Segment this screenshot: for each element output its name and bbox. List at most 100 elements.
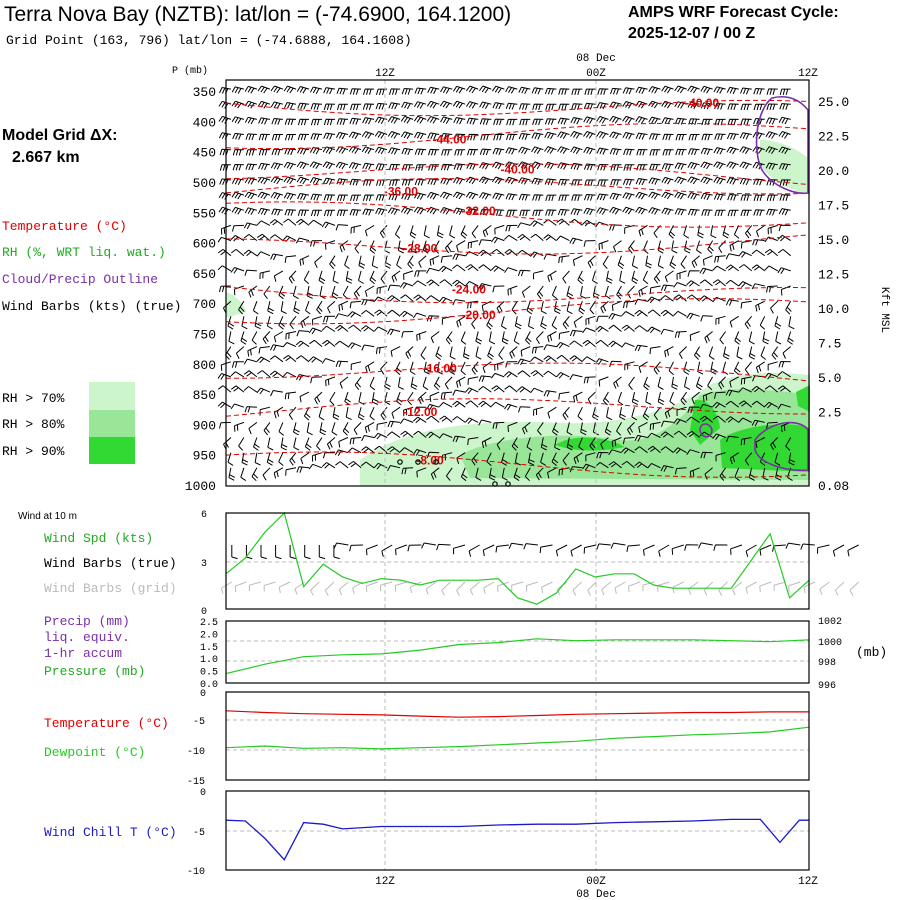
profile-wind-barb bbox=[727, 209, 739, 217]
profile-wind-barb bbox=[537, 422, 544, 436]
profile-wind-barb bbox=[725, 279, 739, 287]
profile-wind-barb bbox=[519, 118, 531, 126]
grid-wind-barb bbox=[788, 581, 801, 592]
profile-wind-barb bbox=[400, 115, 414, 124]
profile-wind-barb bbox=[627, 285, 635, 299]
profile-wind-barb bbox=[674, 191, 687, 200]
profile-wind-barb bbox=[456, 376, 466, 388]
profile-wind-barb bbox=[543, 344, 557, 351]
profile-wind-barb bbox=[514, 316, 522, 330]
height-tick-label: 20.0 bbox=[818, 164, 849, 179]
profile-wind-barb bbox=[440, 86, 453, 94]
profile-wind-barb bbox=[623, 164, 635, 171]
profile-wind-barb bbox=[478, 375, 492, 382]
profile-wind-barb bbox=[635, 86, 648, 95]
profile-wind-barb bbox=[557, 117, 570, 125]
profile-wind-barb bbox=[770, 300, 779, 314]
profile-wind-barb bbox=[376, 179, 388, 186]
model-grid-label: Model Grid ΔX: bbox=[2, 127, 118, 144]
isotherm-line bbox=[225, 234, 810, 255]
profile-wind-barb bbox=[478, 239, 492, 246]
profile-wind-barb bbox=[760, 346, 767, 360]
profile-wind-barb bbox=[596, 131, 609, 139]
profile-wind-barb bbox=[540, 301, 547, 315]
grid-wind-barb bbox=[456, 581, 466, 596]
grid-wind-barb bbox=[310, 581, 320, 596]
profile-wind-barb bbox=[524, 467, 531, 482]
profile-wind-barb bbox=[453, 133, 466, 141]
profile-wind-barb bbox=[412, 416, 427, 424]
profile-wind-barb bbox=[454, 149, 466, 156]
profile-wind-barb bbox=[243, 222, 258, 230]
pressure-tick-label: 450 bbox=[193, 146, 216, 161]
profile-wind-barb bbox=[571, 179, 583, 186]
grid-wind-barb bbox=[672, 581, 684, 594]
profile-wind-barb bbox=[752, 131, 765, 140]
isotherm-line bbox=[225, 201, 810, 228]
profile-wind-barb bbox=[739, 161, 752, 170]
profile-wind-barb bbox=[733, 361, 741, 376]
profile-wind-barb bbox=[245, 149, 257, 156]
profile-wind-barb bbox=[426, 279, 440, 287]
profile-wind-barb bbox=[519, 103, 531, 110]
profile-wind-barb bbox=[280, 301, 287, 315]
profile-wind-barb bbox=[664, 270, 674, 283]
profile-wind-barb bbox=[232, 164, 244, 171]
profile-wind-barb bbox=[327, 300, 336, 314]
profile-wind-barb bbox=[310, 133, 323, 141]
profile-wind-barb bbox=[310, 118, 322, 126]
profile-wind-barb bbox=[653, 361, 661, 375]
true-wind-barb bbox=[333, 545, 340, 560]
profile-wind-barb bbox=[426, 451, 440, 459]
profile-wind-barb bbox=[505, 224, 518, 232]
profile-wind-barb bbox=[753, 194, 765, 202]
profile-wind-barb bbox=[480, 134, 492, 141]
profile-wind-barb bbox=[256, 220, 271, 226]
profile-wind-barb bbox=[325, 376, 336, 387]
profile-wind-barb bbox=[376, 421, 388, 431]
profile-wind-barb bbox=[700, 85, 713, 94]
profile-wind-barb bbox=[440, 163, 453, 171]
profile-wind-barb bbox=[269, 219, 284, 226]
profile-wind-barb bbox=[517, 269, 531, 277]
profile-wind-barb bbox=[674, 101, 687, 109]
true-wind-barb bbox=[698, 542, 713, 549]
profile-wind-barb bbox=[526, 437, 533, 451]
profile-wind-barb bbox=[777, 248, 792, 257]
profile-wind-barb bbox=[282, 371, 297, 378]
profile-wind-barb bbox=[284, 255, 297, 263]
legend-wind-speed: Wind Spd (kts) bbox=[44, 531, 153, 546]
profile-wind-barb bbox=[673, 447, 687, 454]
profile-wind-barb bbox=[452, 279, 466, 287]
profile-wind-barb bbox=[621, 324, 635, 332]
profile-wind-barb bbox=[267, 301, 274, 315]
profile-wind-barb bbox=[547, 270, 557, 283]
true-wind-barb bbox=[596, 543, 611, 550]
profile-wind-barb bbox=[218, 192, 232, 200]
profile-wind-barb bbox=[244, 177, 258, 185]
profile-wind-barb bbox=[244, 207, 258, 215]
profile-wind-barb bbox=[310, 240, 323, 247]
profile-wind-barb bbox=[622, 87, 635, 95]
profile-wind-barb bbox=[704, 331, 713, 344]
profile-wind-barb bbox=[557, 131, 570, 139]
profile-wind-barb bbox=[712, 279, 726, 287]
profile-wind-barb bbox=[407, 391, 414, 406]
profile-wind-barb bbox=[596, 193, 609, 201]
bottom-tick-12z-b: 12Z bbox=[798, 876, 818, 888]
profile-wind-barb bbox=[452, 435, 466, 443]
profile-wind-barb bbox=[231, 191, 245, 200]
profile-wind-barb bbox=[609, 131, 622, 140]
grid-wind-barb bbox=[525, 581, 539, 592]
profile-wind-barb bbox=[725, 416, 739, 423]
profile-wind-barb bbox=[336, 209, 349, 217]
profile-wind-barb bbox=[401, 88, 414, 95]
true-wind-barb bbox=[407, 544, 422, 552]
profile-wind-barb bbox=[634, 344, 648, 352]
profile-wind-barb bbox=[288, 406, 297, 420]
height-tick-label: 7.5 bbox=[818, 337, 841, 352]
profile-wind-barb bbox=[232, 132, 244, 140]
profile-wind-barb bbox=[386, 295, 401, 302]
profile-wind-barb bbox=[471, 361, 479, 375]
profile-wind-barb bbox=[464, 417, 479, 425]
